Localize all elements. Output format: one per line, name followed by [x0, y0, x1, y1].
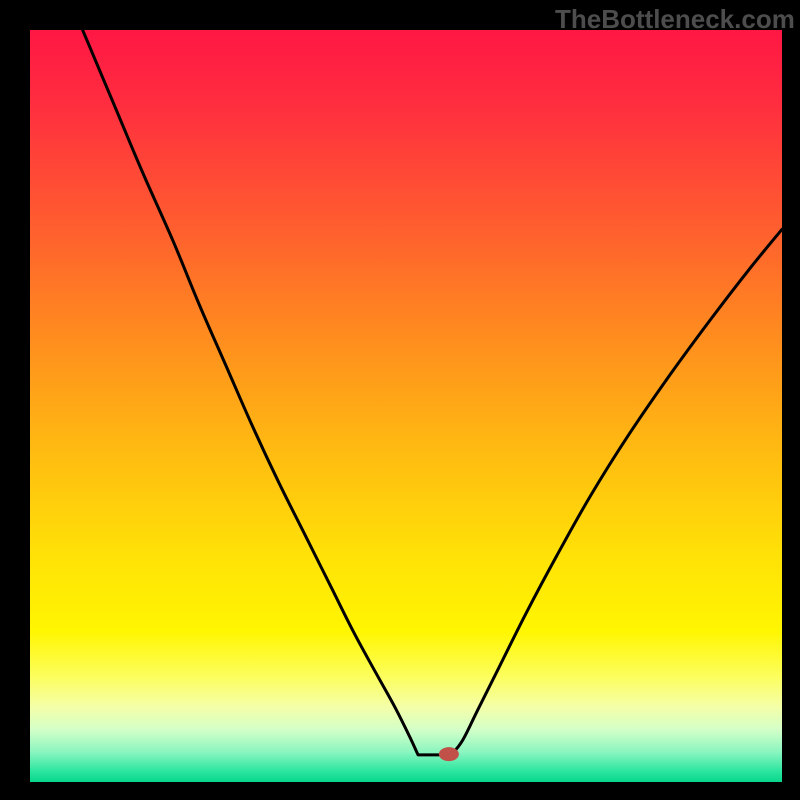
- optimal-point-marker: [439, 747, 459, 761]
- chart-svg: [30, 30, 782, 782]
- chart-background: [30, 30, 782, 782]
- chart-frame: [30, 30, 782, 782]
- watermark-text: TheBottleneck.com: [555, 4, 795, 35]
